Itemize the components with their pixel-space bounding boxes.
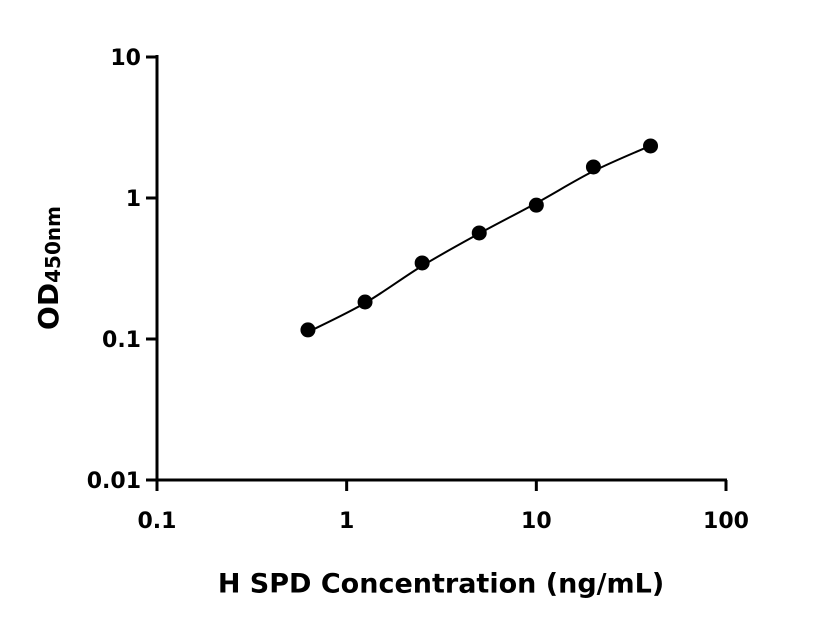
data-point — [300, 322, 316, 338]
data-point — [471, 225, 487, 241]
data-point — [585, 159, 601, 175]
data-point — [414, 255, 430, 271]
data-point — [357, 294, 373, 310]
data-point — [528, 197, 544, 213]
y-axis-title: OD450nm — [32, 206, 65, 330]
y-tick-label: 0.01 — [87, 469, 141, 494]
y-axis-title-sub: 450nm — [41, 206, 65, 283]
data-point — [643, 138, 659, 154]
x-tick-label: 0.1 — [138, 509, 177, 534]
x-tick-label: 1 — [339, 509, 354, 534]
x-tick-label: 100 — [703, 509, 749, 534]
y-axis-title-main: OD — [32, 283, 65, 330]
y-tick-label: 1 — [126, 187, 141, 212]
y-tick-label: 10 — [110, 46, 141, 71]
x-axis-title: H SPD Concentration (ng/mL) — [218, 569, 664, 600]
y-tick-label: 0.1 — [102, 328, 141, 353]
x-tick-label: 10 — [521, 509, 552, 534]
